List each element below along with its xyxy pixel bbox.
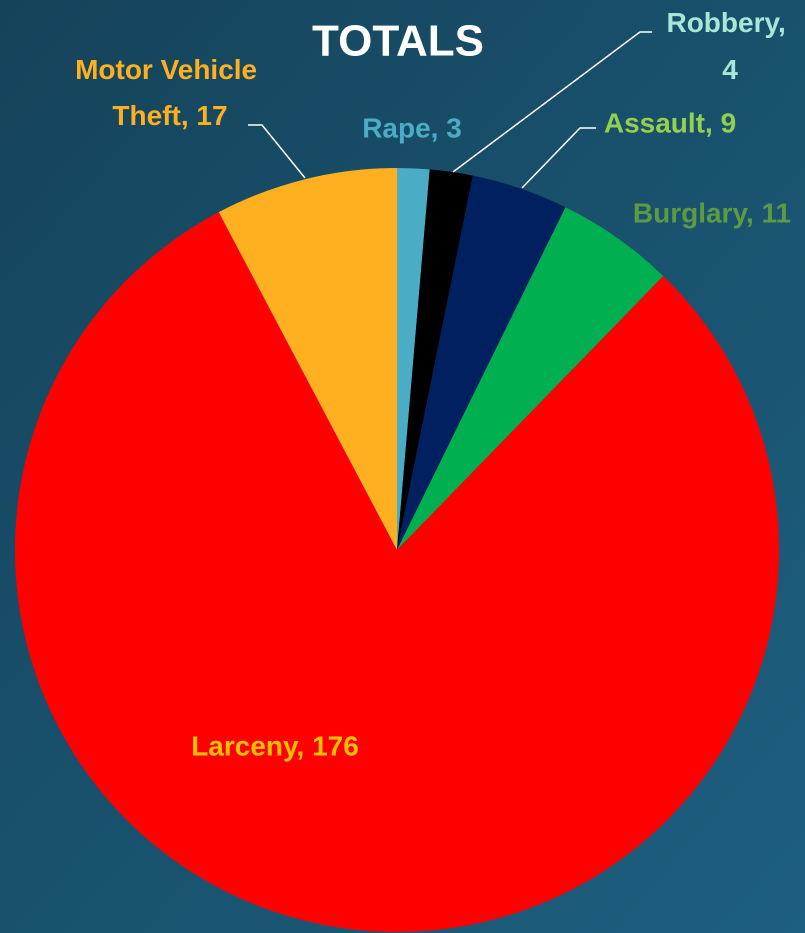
pie-slice: [397, 169, 473, 550]
pie-slice: [397, 175, 566, 550]
leader-line: [452, 31, 652, 173]
label-line: 4: [722, 54, 738, 85]
pie-slice: [218, 168, 397, 550]
data-label: Robbery, 4: [666, 7, 793, 85]
data-label: Burglary, 11: [633, 197, 791, 228]
label-line: Theft, 17: [112, 100, 227, 131]
leader-line: [521, 127, 596, 189]
leader-line: [248, 124, 306, 179]
label-line: Motor Vehicle: [75, 54, 265, 85]
pie-slice: [14, 212, 780, 933]
pie-slice: [397, 207, 664, 551]
label-line: Robbery,: [666, 7, 793, 38]
data-label: Assault, 9: [604, 107, 736, 138]
chart-title: TOTALS: [312, 17, 484, 66]
data-label: Motor Vehicle Theft, 17: [75, 54, 265, 131]
pie-slice: [397, 168, 430, 550]
data-label: Larceny, 176: [191, 730, 359, 761]
data-label: Rape, 3: [362, 112, 462, 143]
